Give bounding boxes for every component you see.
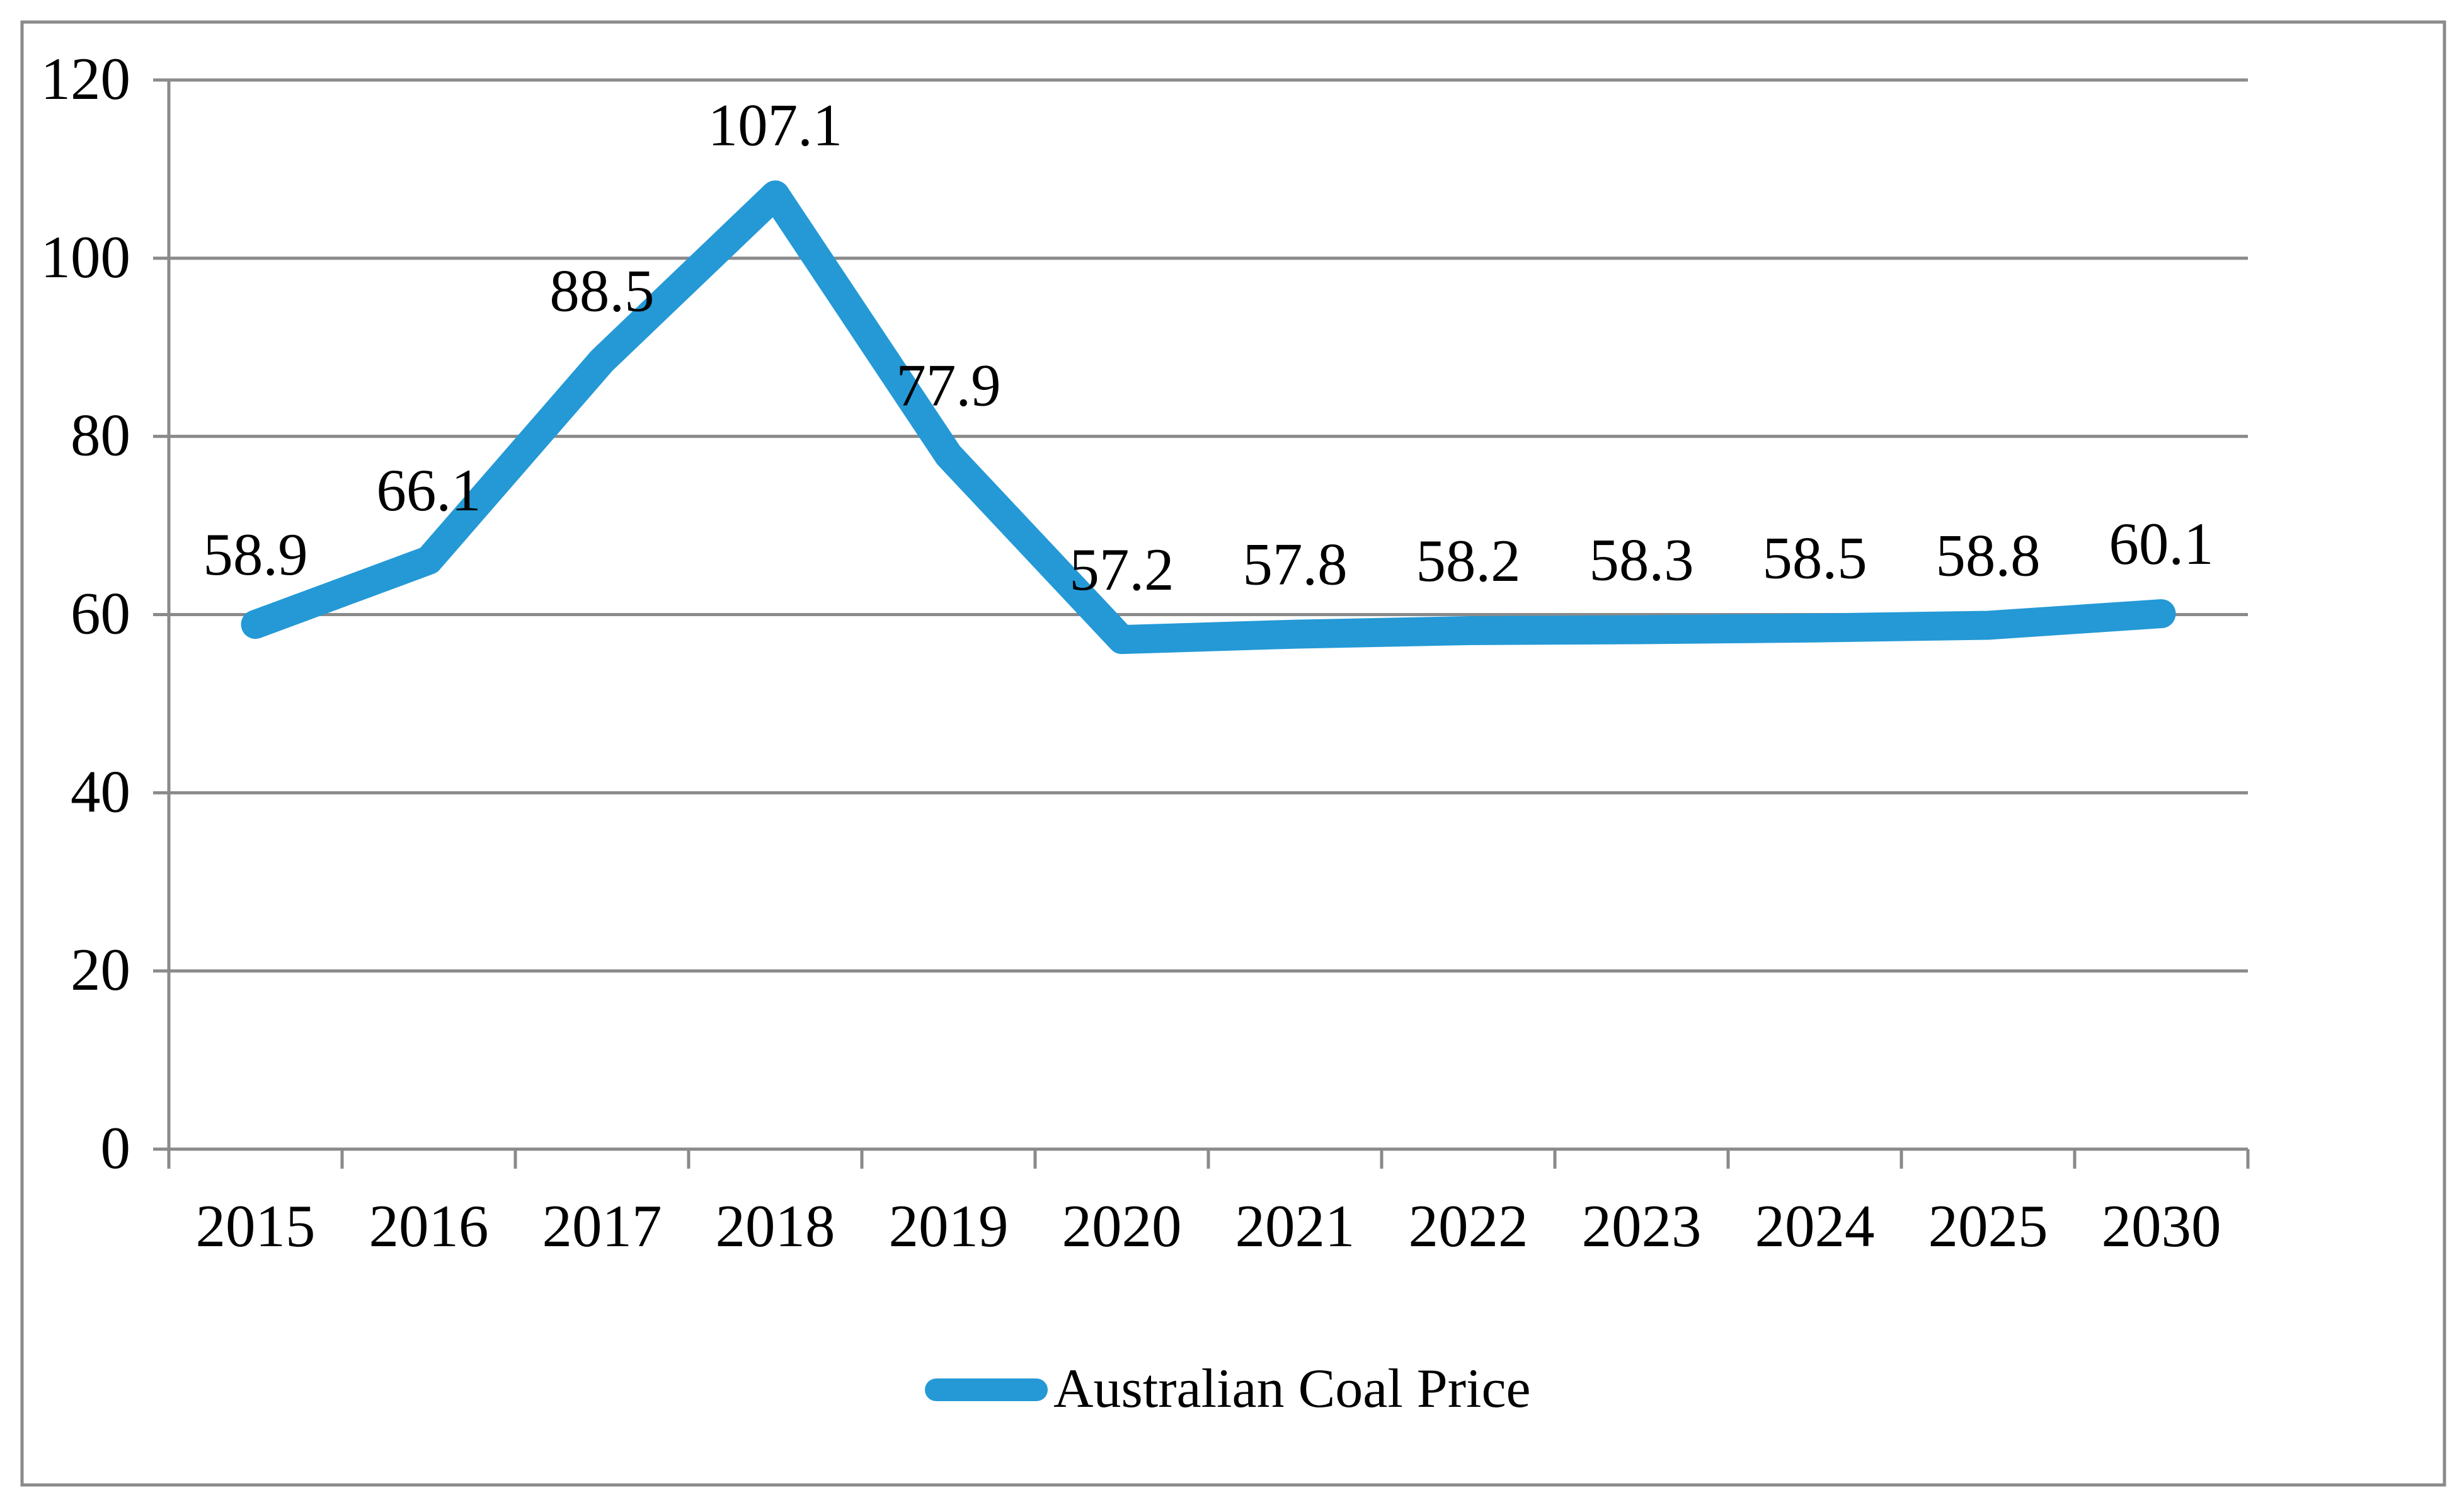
data-label: 60.1 — [2109, 510, 2213, 577]
x-tick-label: 2020 — [1062, 1193, 1182, 1259]
x-tick-label: 2017 — [542, 1193, 662, 1259]
x-tick-label: 2024 — [1755, 1193, 1875, 1259]
x-tick-label: 2018 — [716, 1193, 835, 1259]
data-label: 58.9 — [203, 521, 307, 588]
x-tick-label: 2015 — [196, 1193, 316, 1259]
y-tick-label: 80 — [71, 402, 130, 469]
x-tick-label: 2016 — [369, 1193, 489, 1259]
y-tick-label: 20 — [71, 936, 130, 1003]
data-label: 66.1 — [376, 457, 481, 524]
data-label: 88.5 — [549, 257, 654, 324]
x-tick-label: 2019 — [889, 1193, 1009, 1259]
x-tick-label: 2025 — [1928, 1193, 2048, 1259]
y-tick-label: 100 — [41, 224, 131, 290]
data-label: 58.2 — [1416, 527, 1520, 594]
y-tick-label: 60 — [71, 580, 130, 647]
data-label: 58.8 — [1935, 522, 2040, 588]
data-label: 107.1 — [708, 91, 843, 158]
chart-border — [20, 20, 2446, 1487]
data-label: 58.5 — [1762, 525, 1867, 592]
y-tick-label: 40 — [71, 758, 130, 825]
legend-label: Australian Coal Price — [1053, 1358, 1531, 1419]
y-tick-label: 0 — [101, 1114, 131, 1181]
data-label: 58.3 — [1589, 527, 1693, 593]
x-tick-label: 2030 — [2102, 1193, 2221, 1259]
data-label: 57.8 — [1242, 531, 1347, 598]
x-tick-label: 2023 — [1582, 1193, 1702, 1259]
x-tick-label: 2021 — [1235, 1193, 1355, 1259]
data-label: 57.2 — [1069, 536, 1174, 603]
series-line — [241, 180, 2176, 655]
data-label: 77.9 — [896, 352, 1000, 418]
x-tick-label: 2022 — [1409, 1193, 1528, 1259]
y-tick-label: 120 — [41, 45, 131, 112]
